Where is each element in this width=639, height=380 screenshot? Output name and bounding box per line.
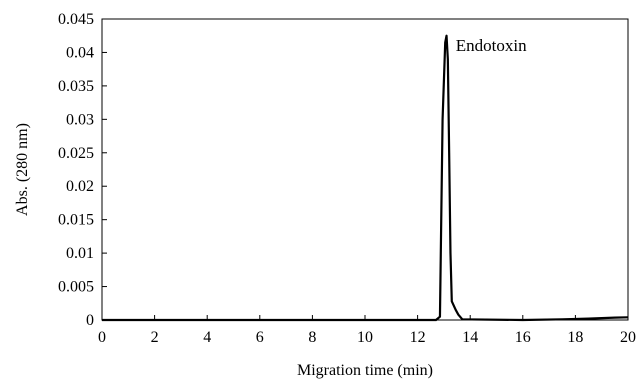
endotoxin-peak-label: Endotoxin xyxy=(456,36,527,55)
x-tick-label: 18 xyxy=(567,329,583,346)
x-tick-label: 20 xyxy=(620,329,636,346)
y-tick-label: 0.035 xyxy=(58,78,94,95)
x-tick-label: 12 xyxy=(410,329,426,346)
y-tick-label: 0.03 xyxy=(66,111,94,128)
y-tick-label: 0.015 xyxy=(58,212,94,229)
y-tick-label: 0.02 xyxy=(66,178,94,195)
y-tick-label: 0.045 xyxy=(58,11,94,28)
y-tick-label: 0.01 xyxy=(66,245,94,262)
y-tick-label: 0.04 xyxy=(66,44,94,61)
series-layer xyxy=(102,34,629,322)
y-axis-title: Abs. (280 nm) xyxy=(14,123,31,216)
x-tick-label: 14 xyxy=(462,329,478,346)
x-tick-label: 8 xyxy=(308,329,316,346)
x-tick-label: 6 xyxy=(256,329,264,346)
x-axis-ticks: 0 2 4 6 8 10 12 14 16 18 20 xyxy=(98,315,636,346)
x-tick-label: 4 xyxy=(203,329,211,346)
y-tick-label: 0.025 xyxy=(58,145,94,162)
x-axis-title: Migration time (min) xyxy=(297,362,433,379)
x-tick-label: 2 xyxy=(151,329,159,346)
x-tick-label: 10 xyxy=(357,329,373,346)
x-tick-label: 0 xyxy=(98,329,106,346)
y-tick-label: 0 xyxy=(86,312,94,329)
y-axis-ticks: 0 0.005 0.01 0.015 0.02 0.025 0.03 0.035 0.04 0.0… xyxy=(58,11,107,329)
y-tick-label: 0.005 xyxy=(58,279,94,296)
x-tick-label: 16 xyxy=(515,329,531,346)
plot-area-frame xyxy=(101,18,629,321)
series-line-0 xyxy=(102,34,629,322)
